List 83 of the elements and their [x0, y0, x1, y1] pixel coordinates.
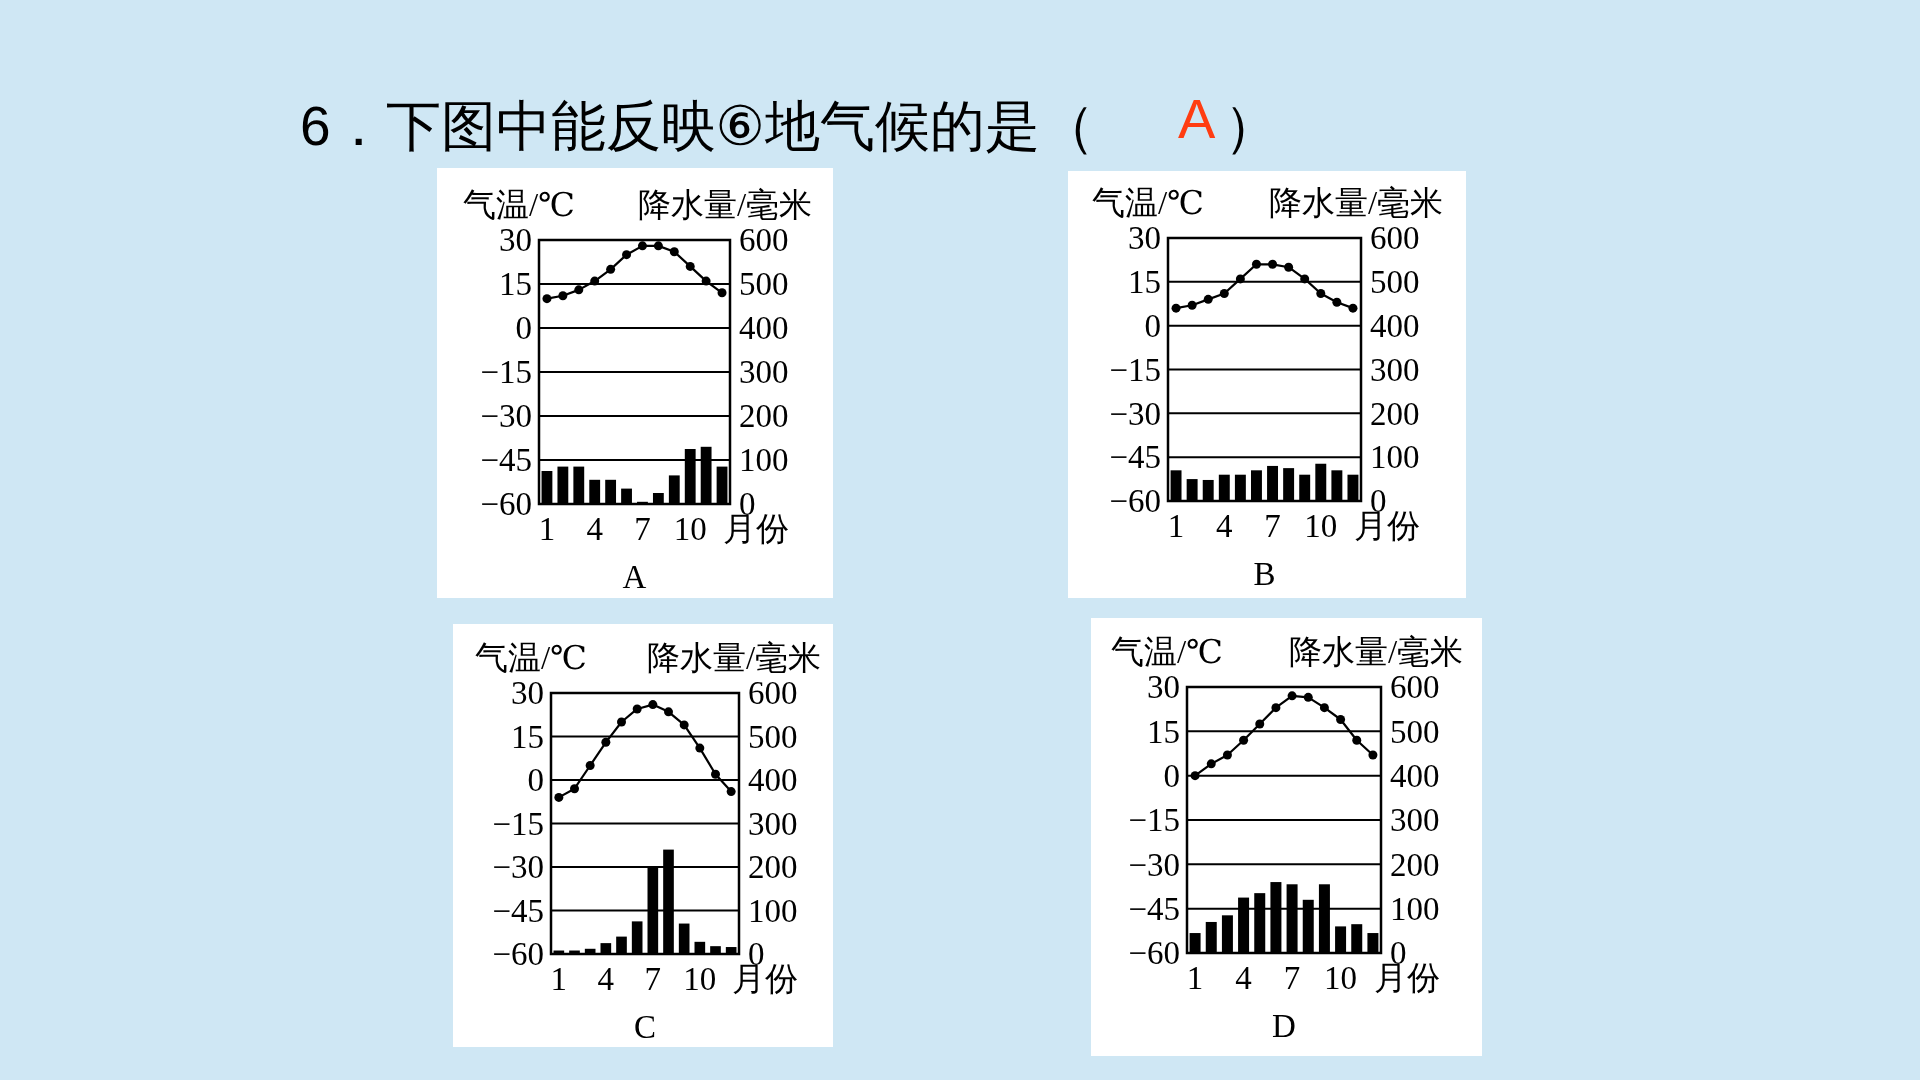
y2tick: 200 — [748, 849, 798, 886]
ytick: 30 — [511, 675, 544, 712]
xtick: 7 — [644, 961, 662, 997]
ytick: −15 — [1128, 802, 1180, 839]
ytick: −60 — [1128, 935, 1180, 972]
xtick: 10 — [673, 511, 707, 547]
y2tick: 200 — [1370, 395, 1420, 432]
ytick: 15 — [511, 718, 544, 755]
y2tick: 100 — [739, 442, 789, 479]
panel-title: A — [622, 559, 647, 595]
xtick: 1 — [550, 961, 568, 997]
y2tick: 400 — [748, 762, 798, 799]
ylabel: 气温/℃ — [1091, 185, 1205, 221]
xtick: 7 — [1283, 960, 1301, 996]
panel-title: B — [1253, 556, 1276, 592]
y2tick: 500 — [748, 718, 798, 755]
ytick: −30 — [1128, 846, 1180, 883]
ytick: −15 — [492, 805, 544, 842]
ytick: −30 — [480, 398, 532, 435]
xtick: 4 — [1235, 960, 1252, 996]
ytick: 30 — [1147, 669, 1180, 706]
y2tick: 500 — [739, 266, 789, 303]
y2tick: 500 — [1390, 713, 1440, 750]
ytick: −15 — [1109, 351, 1161, 388]
y2tick: 600 — [739, 222, 789, 259]
xtick: 7 — [1264, 508, 1281, 544]
title: 6．下图中能反映⑥地气候的是（ — [300, 95, 1095, 157]
ytick: −30 — [1109, 395, 1161, 432]
y2tick: 300 — [1370, 351, 1420, 388]
xtick: 4 — [586, 511, 603, 547]
ylabel: 气温/℃ — [1110, 634, 1224, 670]
ytick: −30 — [492, 849, 544, 886]
ylabel: 气温/℃ — [474, 640, 588, 676]
y2label: 降水量/毫米 — [646, 640, 822, 676]
y2tick: 100 — [1370, 439, 1420, 476]
y2tick: 500 — [1370, 264, 1420, 301]
xtick: 4 — [1216, 508, 1233, 544]
y2tick: 200 — [1390, 846, 1440, 883]
ytick: 30 — [499, 222, 532, 259]
ytick: 15 — [1147, 713, 1180, 750]
xtick: 1 — [1186, 960, 1204, 996]
y2tick: 400 — [739, 310, 789, 347]
y2tick: 600 — [1370, 220, 1420, 257]
xtick: 10 — [1304, 508, 1338, 544]
ytick: 30 — [1128, 220, 1161, 257]
xtick: 4 — [597, 961, 615, 997]
annotation: ） — [1224, 95, 1280, 157]
y2tick: 100 — [748, 892, 798, 929]
ylabel: 气温/℃ — [462, 187, 576, 223]
ytick: −60 — [492, 936, 544, 973]
annotation: A — [1178, 87, 1216, 150]
ytick: −45 — [1109, 439, 1161, 476]
ytick: 0 — [527, 762, 544, 799]
xtick: 10 — [683, 961, 717, 997]
ytick: 0 — [515, 310, 532, 347]
y2tick: 600 — [1390, 669, 1440, 706]
y2label: 降水量/毫米 — [1288, 634, 1464, 670]
xtick: 1 — [538, 511, 556, 547]
xtick: 1 — [1167, 508, 1185, 544]
y2tick: 600 — [748, 675, 798, 712]
y2tick: 300 — [739, 354, 789, 391]
ytick: −15 — [480, 354, 532, 391]
ytick: −45 — [492, 892, 544, 929]
ytick: 15 — [499, 266, 532, 303]
ytick: 15 — [1128, 264, 1161, 301]
y2tick: 300 — [748, 805, 798, 842]
xtick: 7 — [634, 511, 651, 547]
y2tick: 400 — [1390, 757, 1440, 794]
y2tick: 300 — [1390, 802, 1440, 839]
ytick: −60 — [1109, 483, 1161, 520]
ytick: −60 — [480, 486, 532, 523]
ytick: −45 — [1128, 890, 1180, 927]
ytick: 0 — [1163, 757, 1180, 794]
panel-title: C — [634, 1009, 656, 1045]
xtick: 10 — [1324, 960, 1358, 996]
y2label: 降水量/毫米 — [1268, 185, 1444, 221]
y2tick: 200 — [739, 398, 789, 435]
y2label: 降水量/毫米 — [637, 187, 813, 223]
y2tick: 100 — [1390, 890, 1440, 927]
ytick: 0 — [1144, 307, 1161, 344]
panel-title: D — [1272, 1008, 1296, 1044]
y2tick: 400 — [1370, 307, 1420, 344]
ytick: −45 — [480, 442, 532, 479]
